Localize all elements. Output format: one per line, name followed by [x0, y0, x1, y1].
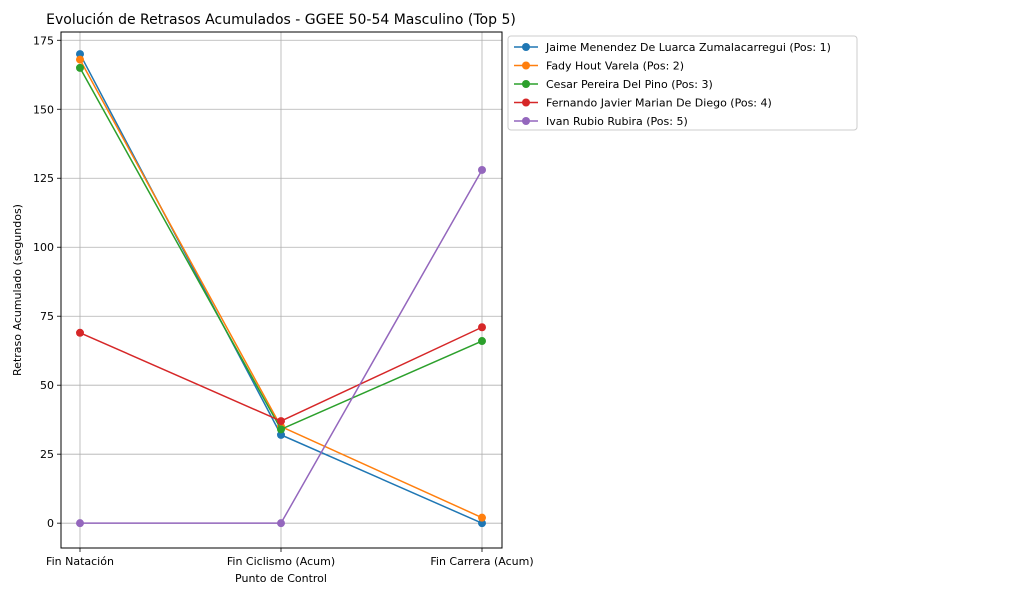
legend-label: Fady Hout Varela (Pos: 2)	[546, 60, 684, 73]
series-layer	[76, 50, 486, 528]
data-point	[76, 63, 84, 72]
plot-frame	[60, 31, 503, 549]
data-point	[277, 430, 285, 439]
legend-label: Fernando Javier Marian De Diego (Pos: 4)	[546, 97, 772, 110]
y-tick-label: 125	[33, 172, 54, 185]
legend-item: Fady Hout Varela (Pos: 2)	[514, 60, 684, 73]
x-tick-label: Fin Ciclismo (Acum)	[227, 555, 335, 568]
y-tick-label: 175	[33, 34, 54, 47]
legend-item: Cesar Pereira Del Pino (Pos: 3)	[514, 78, 713, 91]
data-point	[76, 328, 84, 337]
y-tick-label: 75	[40, 310, 54, 323]
legend-box	[507, 35, 858, 131]
legend: Jaime Menendez De Luarca Zumalacarregui …	[507, 35, 858, 131]
data-point	[478, 323, 486, 332]
data-point	[478, 513, 486, 522]
y-tick-label: 25	[40, 448, 54, 461]
legend-item: Jaime Menendez De Luarca Zumalacarregui …	[514, 41, 831, 54]
data-point	[478, 337, 486, 346]
x-axis-label: Punto de Control	[235, 572, 327, 585]
data-point	[76, 50, 84, 59]
y-tick-label: 100	[33, 241, 54, 254]
legend-item: Ivan Rubio Rubira (Pos: 5)	[514, 115, 688, 128]
legend-swatch-marker	[522, 117, 530, 125]
data-point	[478, 519, 486, 528]
series-5	[76, 165, 486, 528]
legend-label: Jaime Menendez De Luarca Zumalacarregui …	[545, 41, 831, 54]
series-3	[76, 63, 486, 434]
x-tick-label: Fin Carrera (Acum)	[430, 555, 533, 568]
chart-title: Evolución de Retrasos Acumulados - GGEE …	[46, 12, 516, 28]
grid	[61, 32, 502, 548]
series-4	[76, 323, 486, 426]
data-point	[277, 425, 285, 434]
y-tick-label: 0	[47, 517, 54, 530]
legend-label: Ivan Rubio Rubira (Pos: 5)	[546, 115, 688, 128]
data-point	[478, 165, 486, 174]
legend-swatch-marker	[522, 43, 530, 51]
legend-swatch-marker	[522, 61, 530, 70]
legend-swatch-marker	[522, 98, 530, 107]
y-axis-label: Retraso Acumulado (segundos)	[11, 204, 24, 376]
data-point	[76, 55, 84, 64]
data-point	[277, 417, 285, 426]
ticks: 0 25 50 75 100 125 150 175 Fin Natación Fin Cicli…	[33, 34, 534, 568]
data-point	[277, 519, 285, 528]
legend-label: Cesar Pereira Del Pino (Pos: 3)	[546, 78, 713, 91]
legend-item: Fernando Javier Marian De Diego (Pos: 4)	[514, 97, 772, 110]
y-tick-label: 150	[33, 103, 54, 116]
y-tick-label: 50	[40, 379, 54, 392]
legend-swatch-marker	[522, 80, 530, 88]
data-point	[76, 519, 84, 528]
x-tick-label: Fin Natación	[46, 555, 114, 568]
